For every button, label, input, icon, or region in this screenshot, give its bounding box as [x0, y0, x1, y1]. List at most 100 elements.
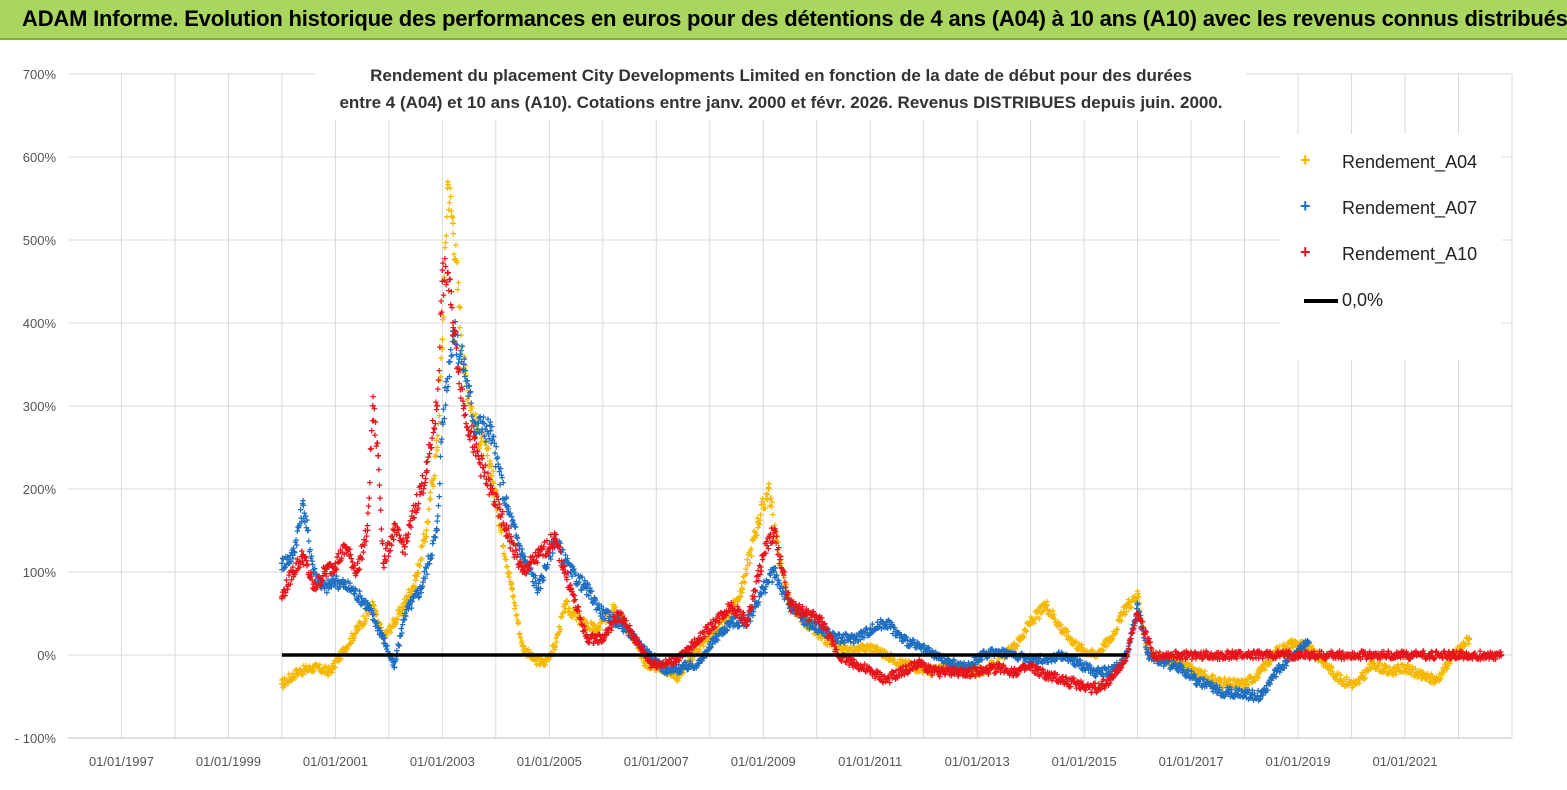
- data-point-marker: +: [695, 647, 701, 659]
- data-point-marker: +: [834, 645, 840, 657]
- data-point-marker: +: [1030, 616, 1036, 628]
- data-point-marker: +: [556, 621, 562, 633]
- data-point-marker: +: [608, 608, 614, 620]
- data-point-marker: +: [594, 623, 601, 637]
- data-point-marker: +: [436, 365, 442, 377]
- data-point-marker: +: [432, 418, 438, 430]
- data-point-marker: +: [1112, 629, 1118, 641]
- data-point-marker: +: [922, 663, 928, 675]
- data-point-marker: +: [420, 535, 426, 547]
- data-point-marker: +: [596, 623, 602, 635]
- data-point-marker: +: [722, 615, 729, 629]
- data-point-marker: +: [875, 644, 881, 656]
- data-point-marker: +: [994, 659, 1000, 671]
- data-point-marker: +: [371, 404, 377, 416]
- data-point-marker: +: [827, 639, 833, 651]
- data-point-marker: +: [1109, 635, 1115, 647]
- data-point-marker: +: [1052, 617, 1058, 629]
- data-point-marker: +: [406, 584, 412, 596]
- data-point-marker: +: [1064, 634, 1070, 646]
- data-point-marker: +: [1114, 624, 1120, 636]
- data-point-marker: +: [367, 604, 373, 616]
- data-point-marker: +: [471, 416, 478, 430]
- data-point-marker: +: [631, 634, 637, 646]
- data-point-marker: +: [585, 622, 591, 634]
- data-point-marker: +: [1013, 640, 1019, 652]
- data-point-marker: +: [786, 598, 793, 612]
- data-point-marker: +: [713, 628, 719, 640]
- data-point-marker: +: [987, 665, 993, 677]
- data-point-marker: +: [362, 616, 368, 628]
- data-point-marker: +: [978, 662, 984, 674]
- data-point-marker: +: [385, 624, 391, 636]
- data-point-marker: +: [431, 474, 437, 486]
- data-point-marker: +: [520, 646, 526, 658]
- data-point-marker: +: [313, 660, 319, 672]
- data-point-marker: +: [363, 614, 369, 626]
- data-point-marker: +: [618, 617, 624, 629]
- data-point-marker: +: [740, 572, 746, 584]
- data-point-marker: +: [1028, 618, 1034, 630]
- data-point-marker: +: [473, 424, 479, 436]
- data-point-marker: +: [450, 228, 456, 240]
- data-point-marker: +: [358, 618, 364, 630]
- data-point-marker: +: [865, 641, 871, 653]
- data-point-marker: +: [654, 665, 660, 677]
- data-point-marker: +: [516, 629, 522, 641]
- data-point-marker: +: [701, 634, 707, 646]
- data-point-marker: +: [749, 535, 755, 547]
- data-point-marker: +: [677, 668, 683, 680]
- data-point-marker: +: [832, 644, 838, 656]
- data-point-marker: +: [632, 636, 638, 648]
- data-point-marker: +: [472, 431, 478, 443]
- data-point-marker: +: [1010, 639, 1016, 651]
- data-point-marker: +: [797, 606, 803, 618]
- data-point-marker: +: [309, 666, 315, 678]
- data-point-marker: +: [743, 568, 749, 580]
- data-point-marker: +: [645, 663, 651, 675]
- data-point-marker: +: [1071, 638, 1077, 650]
- data-point-marker: +: [600, 615, 606, 627]
- data-point-marker: +: [448, 287, 454, 299]
- data-point-marker: +: [348, 637, 354, 649]
- data-point-marker: +: [917, 661, 923, 673]
- data-point-marker: +: [767, 493, 773, 505]
- data-point-marker: +: [284, 677, 290, 689]
- data-point-marker: +: [630, 629, 636, 641]
- data-point-marker: +: [1035, 606, 1041, 618]
- data-point-marker: +: [589, 617, 595, 629]
- data-point-marker: +: [698, 639, 704, 651]
- data-point-marker: +: [1073, 643, 1079, 655]
- data-point-marker: +: [465, 398, 471, 410]
- data-point-marker: +: [281, 679, 287, 691]
- data-point-marker: +: [346, 639, 352, 651]
- data-point-marker: +: [714, 625, 720, 637]
- data-point-marker: +: [598, 616, 604, 628]
- data-point-marker: +: [545, 651, 551, 663]
- data-point-marker: +: [543, 654, 549, 666]
- data-point-marker: +: [593, 628, 599, 640]
- data-point-marker: +: [448, 206, 454, 218]
- data-point-marker: +: [537, 658, 543, 670]
- data-point-marker: +: [569, 612, 575, 624]
- data-point-marker: +: [630, 635, 636, 647]
- data-point-marker: +: [449, 212, 455, 224]
- data-point-marker: +: [489, 471, 495, 483]
- data-point-marker: +: [307, 664, 313, 676]
- data-point-marker: +: [380, 634, 386, 646]
- data-point-marker: +: [559, 608, 565, 620]
- data-point-marker: +: [398, 609, 404, 621]
- data-point-marker: +: [773, 527, 779, 539]
- data-point-marker: +: [650, 660, 656, 672]
- data-point-marker: +: [1115, 614, 1121, 626]
- data-point-marker: +: [589, 625, 595, 637]
- data-point-marker: +: [340, 643, 346, 655]
- data-point-marker: +: [442, 243, 448, 255]
- data-point-marker: +: [1015, 633, 1021, 645]
- data-point-marker: +: [734, 597, 740, 609]
- data-point-marker: +: [986, 660, 992, 672]
- data-point-marker: +: [1018, 633, 1024, 645]
- data-point-marker: +: [438, 353, 444, 365]
- data-point-marker: +: [1019, 633, 1025, 645]
- data-point-marker: +: [453, 240, 459, 252]
